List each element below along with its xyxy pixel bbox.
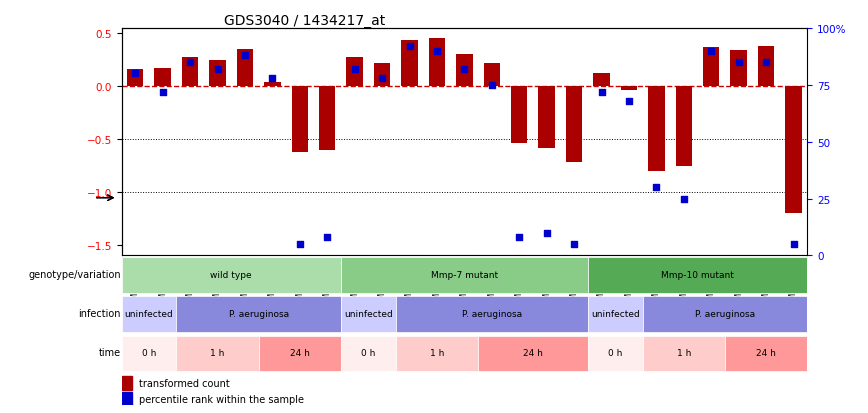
- Bar: [731, 51, 746, 87]
- FancyBboxPatch shape: [259, 336, 341, 371]
- Point: [485, 82, 499, 89]
- Text: time: time: [99, 348, 121, 358]
- FancyBboxPatch shape: [396, 297, 588, 332]
- Point: [128, 71, 142, 78]
- Point: [622, 98, 636, 105]
- Bar: [429, 38, 445, 87]
- Point: [293, 241, 306, 248]
- Bar: [483, 64, 500, 87]
- Bar: [457, 55, 472, 87]
- FancyBboxPatch shape: [341, 258, 588, 293]
- Text: 24 h: 24 h: [290, 348, 310, 357]
- Bar: [209, 61, 226, 87]
- Text: uninfected: uninfected: [591, 309, 640, 318]
- Point: [567, 241, 581, 248]
- Bar: [758, 47, 774, 87]
- Bar: [122, 376, 132, 390]
- Point: [430, 48, 444, 55]
- Text: GDS3040 / 1434217_at: GDS3040 / 1434217_at: [224, 14, 385, 28]
- Point: [760, 59, 773, 66]
- Text: 1 h: 1 h: [430, 348, 444, 357]
- Text: infection: infection: [78, 309, 121, 318]
- Bar: [566, 87, 582, 163]
- Text: 0 h: 0 h: [141, 348, 156, 357]
- Bar: [127, 70, 143, 87]
- FancyBboxPatch shape: [176, 336, 259, 371]
- Bar: [264, 83, 280, 87]
- FancyBboxPatch shape: [341, 297, 396, 332]
- FancyBboxPatch shape: [341, 336, 396, 371]
- Text: P. aeruginosa: P. aeruginosa: [462, 309, 522, 318]
- FancyBboxPatch shape: [642, 336, 725, 371]
- Point: [320, 234, 334, 241]
- Bar: [319, 87, 335, 150]
- Point: [595, 89, 608, 96]
- Point: [375, 76, 389, 82]
- Point: [238, 53, 252, 59]
- FancyBboxPatch shape: [122, 336, 176, 371]
- Point: [183, 59, 197, 66]
- Text: P. aeruginosa: P. aeruginosa: [695, 309, 755, 318]
- FancyBboxPatch shape: [122, 297, 176, 332]
- Text: wild type: wild type: [210, 270, 252, 279]
- Bar: [703, 48, 720, 87]
- FancyBboxPatch shape: [588, 297, 642, 332]
- Text: 1 h: 1 h: [677, 348, 691, 357]
- FancyBboxPatch shape: [176, 297, 341, 332]
- Point: [348, 66, 362, 73]
- Text: Mmp-7 mutant: Mmp-7 mutant: [431, 270, 498, 279]
- Point: [266, 76, 279, 82]
- Bar: [511, 87, 528, 144]
- Bar: [155, 69, 171, 87]
- Bar: [594, 74, 609, 87]
- FancyBboxPatch shape: [642, 297, 807, 332]
- FancyBboxPatch shape: [122, 258, 341, 293]
- FancyBboxPatch shape: [396, 336, 478, 371]
- Text: Mmp-10 mutant: Mmp-10 mutant: [661, 270, 734, 279]
- Bar: [675, 87, 692, 166]
- Point: [512, 234, 526, 241]
- Point: [457, 66, 471, 73]
- Text: uninfected: uninfected: [344, 309, 392, 318]
- Bar: [374, 64, 391, 87]
- Bar: [346, 57, 363, 87]
- Bar: [182, 57, 198, 87]
- Text: uninfected: uninfected: [125, 309, 174, 318]
- Point: [786, 241, 800, 248]
- Text: genotype/variation: genotype/variation: [29, 270, 121, 280]
- Bar: [292, 87, 308, 152]
- FancyBboxPatch shape: [588, 258, 807, 293]
- Bar: [538, 87, 555, 148]
- Text: 0 h: 0 h: [361, 348, 376, 357]
- Bar: [401, 40, 418, 87]
- Bar: [786, 87, 802, 214]
- Point: [677, 196, 691, 202]
- Text: percentile rank within the sample: percentile rank within the sample: [139, 394, 304, 404]
- FancyBboxPatch shape: [725, 336, 807, 371]
- Text: 1 h: 1 h: [210, 348, 225, 357]
- Text: P. aeruginosa: P. aeruginosa: [228, 309, 289, 318]
- Bar: [237, 50, 253, 87]
- Point: [211, 66, 225, 73]
- Point: [403, 44, 417, 50]
- Bar: [621, 87, 637, 91]
- Point: [732, 59, 746, 66]
- FancyBboxPatch shape: [588, 336, 642, 371]
- Text: 24 h: 24 h: [523, 348, 542, 357]
- Point: [649, 185, 663, 191]
- Text: 24 h: 24 h: [756, 348, 776, 357]
- Text: transformed count: transformed count: [139, 378, 229, 388]
- Point: [540, 230, 554, 236]
- Point: [155, 89, 169, 96]
- Text: 0 h: 0 h: [608, 348, 622, 357]
- Point: [704, 48, 718, 55]
- FancyBboxPatch shape: [478, 336, 588, 371]
- Bar: [122, 392, 132, 406]
- Bar: [648, 87, 665, 171]
